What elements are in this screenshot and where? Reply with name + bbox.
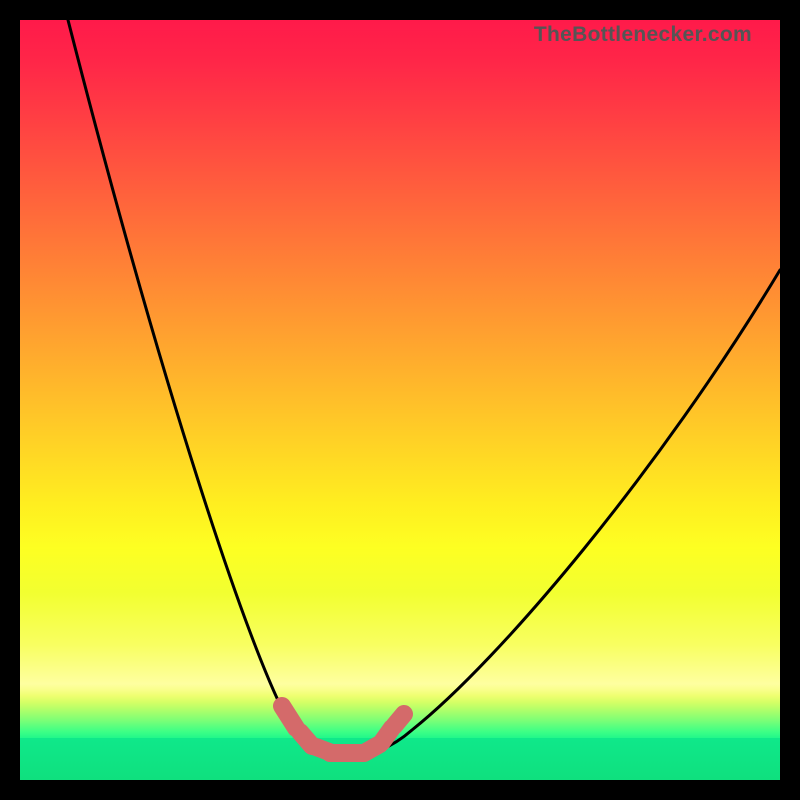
plot-area (20, 20, 780, 780)
bottom-markers (282, 706, 404, 753)
chart-frame: TheBottlenecker.com (0, 0, 800, 800)
left-curve (68, 20, 332, 755)
watermark-text: TheBottlenecker.com (534, 23, 752, 47)
curve-layer (20, 20, 780, 780)
right-curve (360, 270, 780, 755)
